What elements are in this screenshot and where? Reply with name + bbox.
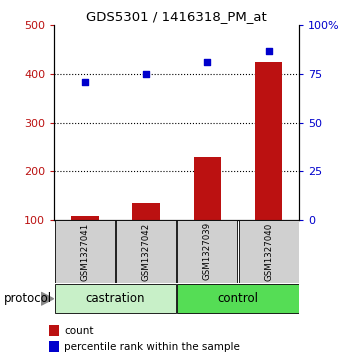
Text: GSM1327039: GSM1327039 — [203, 222, 212, 281]
Bar — [55, 284, 176, 313]
Text: castration: castration — [86, 292, 145, 305]
Text: GSM1327040: GSM1327040 — [264, 222, 273, 281]
Bar — [116, 220, 176, 282]
Polygon shape — [41, 292, 54, 305]
Bar — [71, 216, 99, 220]
Text: protocol: protocol — [4, 292, 52, 305]
Text: percentile rank within the sample: percentile rank within the sample — [64, 342, 240, 352]
Point — [204, 60, 210, 65]
Text: count: count — [64, 326, 94, 336]
Point — [266, 48, 272, 54]
Bar — [177, 220, 237, 282]
Bar — [255, 62, 282, 220]
Bar — [194, 158, 221, 220]
Bar — [239, 220, 299, 282]
Point — [144, 71, 149, 77]
Bar — [177, 284, 299, 313]
Text: control: control — [217, 292, 259, 305]
Bar — [132, 203, 160, 220]
Title: GDS5301 / 1416318_PM_at: GDS5301 / 1416318_PM_at — [86, 10, 267, 23]
Bar — [49, 341, 60, 352]
Point — [82, 79, 88, 85]
Bar — [55, 220, 115, 282]
Text: GSM1327042: GSM1327042 — [142, 222, 150, 281]
Bar — [49, 326, 60, 337]
Text: GSM1327041: GSM1327041 — [80, 222, 89, 281]
